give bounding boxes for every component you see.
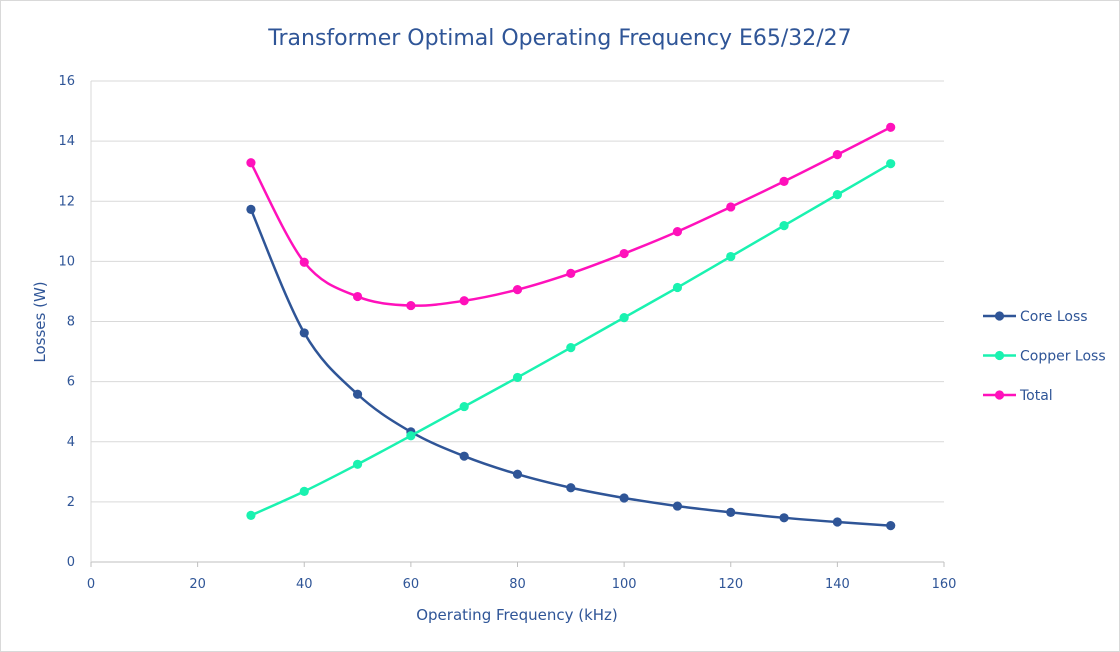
- legend-item-total: Total: [983, 388, 1053, 404]
- y-tick-label: 6: [67, 375, 75, 390]
- data-point-core-loss: [246, 204, 256, 214]
- y-tick-label: 14: [58, 134, 75, 149]
- x-tick-label: 0: [87, 577, 95, 592]
- legend-item-copper-loss: Copper Loss: [983, 349, 1106, 365]
- data-point-total: [726, 202, 736, 212]
- legend-swatch-marker: [994, 350, 1005, 361]
- y-tick-label: 4: [67, 435, 75, 450]
- data-point-core-loss: [459, 451, 469, 461]
- chart-title: Transformer Optimal Operating Frequency …: [267, 26, 851, 51]
- data-point-total: [406, 300, 416, 311]
- data-point-total: [512, 285, 523, 295]
- legend-label: Total: [1019, 388, 1053, 404]
- gridlines: [91, 80, 944, 503]
- y-tick-label: 2: [67, 495, 75, 510]
- data-point-core-loss: [566, 483, 576, 493]
- data-point-core-loss: [726, 507, 736, 517]
- x-tick-label: 60: [403, 577, 420, 592]
- data-point-copper-loss: [352, 459, 363, 469]
- y-tick-label: 16: [58, 74, 75, 89]
- data-point-copper-loss: [726, 251, 736, 262]
- data-point-total: [832, 150, 842, 160]
- data-point-copper-loss: [672, 282, 683, 293]
- data-point-core-loss: [672, 501, 683, 511]
- data-point-copper-loss: [886, 159, 896, 169]
- data-point-core-loss: [886, 521, 896, 531]
- data-point-total: [246, 158, 256, 168]
- data-point-total: [779, 176, 789, 187]
- series-line-copper-loss: [249, 162, 892, 517]
- data-point-total: [886, 122, 896, 132]
- y-tick-label: 10: [58, 254, 75, 269]
- series-line-total: [249, 126, 892, 307]
- legend-swatch-marker: [994, 390, 1005, 400]
- x-axis-title: Operating Frequency (kHz): [416, 606, 618, 624]
- x-tick-label: 140: [825, 577, 850, 592]
- data-point-copper-loss: [512, 372, 523, 383]
- x-tick-label: 40: [296, 577, 313, 592]
- data-point-core-loss: [832, 517, 842, 527]
- data-point-copper-loss: [619, 312, 629, 323]
- y-tick-label: 12: [58, 194, 75, 209]
- data-point-core-loss: [512, 469, 523, 479]
- series-group: [246, 122, 896, 531]
- legend-swatch-marker: [994, 311, 1005, 321]
- data-point-copper-loss: [459, 401, 469, 412]
- legend-label: Core Loss: [1020, 309, 1088, 325]
- y-tick-label: 8: [67, 315, 75, 330]
- x-tick-label: 20: [189, 577, 206, 592]
- data-point-copper-loss: [246, 510, 256, 521]
- series-line-core-loss: [249, 208, 892, 527]
- data-point-copper-loss: [832, 190, 842, 200]
- data-point-total: [299, 257, 309, 267]
- data-point-copper-loss: [299, 486, 309, 496]
- data-point-core-loss: [352, 389, 363, 399]
- data-point-total: [566, 268, 576, 278]
- data-point-total: [672, 227, 683, 237]
- x-tick-label: 100: [612, 577, 637, 592]
- data-point-core-loss: [619, 493, 629, 503]
- data-point-total: [619, 248, 629, 259]
- legend-item-core-loss: Core Loss: [983, 309, 1088, 325]
- x-tick-label: 120: [718, 577, 743, 592]
- legend-label: Copper Loss: [1020, 349, 1106, 365]
- data-point-copper-loss: [406, 431, 416, 441]
- data-point-core-loss: [779, 513, 789, 523]
- y-tick-label: 0: [67, 555, 75, 570]
- y-axis-title: Losses (W): [31, 281, 49, 362]
- data-point-total: [352, 291, 363, 302]
- x-tick-label: 80: [509, 577, 526, 592]
- series-total: [246, 122, 896, 311]
- data-point-total: [459, 296, 469, 306]
- data-point-core-loss: [299, 328, 309, 338]
- x-tick-label: 160: [932, 577, 957, 592]
- data-point-copper-loss: [779, 221, 789, 231]
- series-copper-loss: [246, 159, 896, 521]
- data-point-copper-loss: [566, 343, 576, 353]
- legend: Core Loss Copper Loss Total: [983, 309, 1106, 404]
- series-core-loss: [246, 204, 896, 531]
